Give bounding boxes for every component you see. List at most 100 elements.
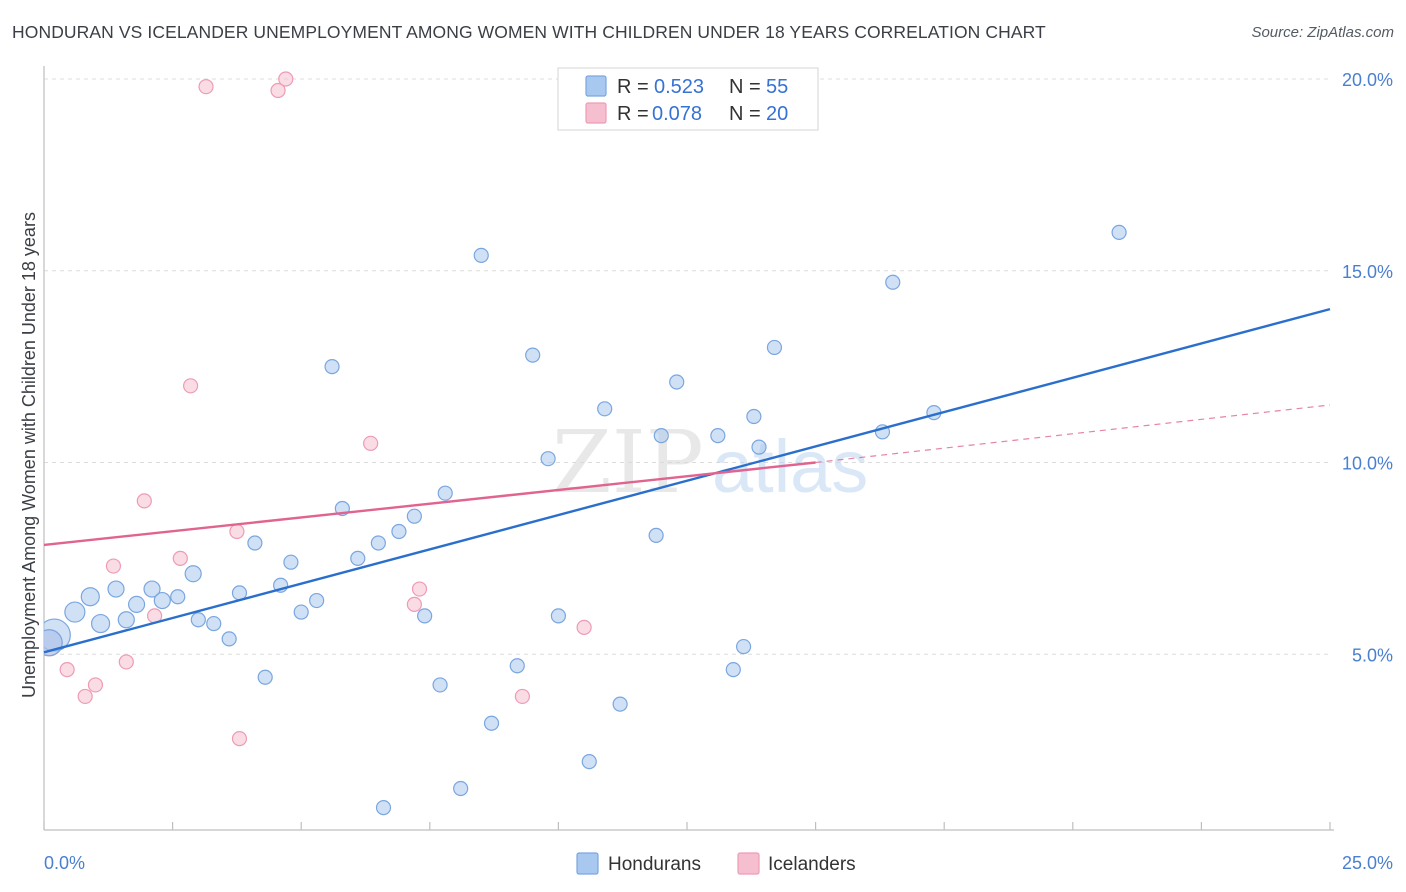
trend-line-hondurans (43, 307, 1331, 654)
data-point-icelanders (136, 493, 152, 509)
y-axis-label: Unemployment Among Women with Children U… (19, 212, 39, 698)
legend-r-label-hondurans: R = (617, 76, 649, 98)
data-point-icelanders (270, 82, 286, 99)
data-point-hondurans (540, 451, 556, 467)
data-point-hondurans (432, 677, 448, 693)
data-point-hondurans (283, 554, 299, 570)
data-point-hondurans (746, 408, 762, 425)
x-tick-label: 0.0% (44, 853, 85, 873)
data-point-icelanders (198, 79, 214, 95)
legend-swatch-hondurans-bottom (576, 852, 599, 875)
data-point-hondurans (483, 715, 500, 731)
data-point-hondurans (184, 565, 202, 583)
data-point-icelanders (87, 677, 104, 693)
data-point-hondurans (669, 374, 685, 390)
y-tick-label: 15.0% (1342, 262, 1393, 282)
trend-extension-icelanders (815, 404, 1331, 464)
data-point-hondurans (90, 613, 111, 634)
data-point-hondurans (710, 428, 726, 444)
y-tick-label: 20.0% (1342, 70, 1393, 90)
data-point-hondurans (324, 359, 340, 375)
data-point-hondurans (885, 274, 901, 290)
legend-r-value-icelanders: 0.078 (652, 103, 702, 125)
legend-label-hondurans: Hondurans (608, 854, 701, 875)
series-legend: Hondurans Icelanders (576, 852, 856, 875)
legend-r-label-icelanders: R = (617, 103, 649, 125)
data-point-hondurans (375, 800, 392, 816)
data-points (44, 71, 1127, 816)
data-point-icelanders (406, 596, 422, 612)
data-point-hondurans (80, 587, 100, 607)
y-tick-label: 10.0% (1342, 454, 1393, 474)
data-point-hondurans (1111, 224, 1127, 240)
data-point-hondurans (64, 601, 86, 623)
data-point-hondurans (525, 347, 541, 363)
data-point-hondurans (653, 428, 669, 444)
data-point-hondurans (581, 754, 597, 770)
data-point-hondurans (117, 611, 135, 629)
legend-swatch-hondurans (585, 75, 607, 97)
data-point-hondurans (509, 658, 525, 674)
data-point-hondurans (473, 247, 489, 264)
data-point-hondurans (751, 439, 767, 455)
data-point-icelanders (105, 558, 122, 574)
legend-label-icelanders: Icelanders (768, 854, 856, 875)
legend-r-value-hondurans: 0.523 (654, 76, 704, 98)
data-point-icelanders (514, 688, 530, 705)
data-point-hondurans (257, 669, 273, 685)
data-point-icelanders (59, 661, 75, 678)
y-tick-labels: 5.0% 10.0% 15.0% 20.0% (1342, 70, 1393, 665)
watermark-zip: ZIP (552, 413, 704, 513)
source-credit: Source: ZipAtlas.com (1251, 24, 1394, 41)
trend-line-icelanders (43, 461, 816, 547)
data-point-hondurans (417, 608, 433, 624)
data-point-hondurans (143, 580, 161, 598)
axes (43, 66, 1334, 831)
data-point-hondurans (370, 535, 386, 551)
data-point-icelanders (77, 688, 93, 705)
legend-swatch-icelanders (585, 102, 607, 124)
data-point-hondurans (437, 485, 453, 501)
data-point-hondurans (221, 631, 237, 647)
grid-lines (44, 78, 1330, 655)
data-point-hondurans (293, 604, 309, 620)
trend-lines (43, 307, 1331, 654)
data-point-icelanders (278, 71, 294, 87)
legend-n-label-hondurans: N = (729, 76, 761, 98)
data-point-hondurans (170, 589, 186, 605)
data-point-hondurans (350, 550, 366, 566)
legend-n-value-icelanders: 20 (766, 103, 788, 125)
data-point-hondurans (406, 508, 422, 524)
data-point-hondurans (766, 339, 783, 356)
chart-title: HONDURAN VS ICELANDER UNEMPLOYMENT AMONG… (12, 22, 1046, 42)
data-point-icelanders (576, 619, 592, 636)
data-point-hondurans (206, 615, 222, 632)
x-tick-labels: 0.0% 25.0% (44, 853, 1393, 873)
data-point-hondurans (648, 527, 664, 543)
data-point-icelanders (118, 654, 134, 670)
data-point-hondurans (612, 696, 628, 712)
data-point-hondurans (391, 523, 407, 540)
data-point-hondurans (127, 595, 146, 613)
x-tick-label: 25.0% (1342, 853, 1393, 873)
data-point-icelanders (363, 435, 379, 451)
data-point-hondurans (153, 591, 171, 610)
data-point-icelanders (172, 550, 188, 566)
data-point-icelanders (229, 523, 245, 540)
data-point-hondurans (550, 608, 567, 624)
data-point-hondurans (247, 535, 263, 551)
correlation-legend: R = 0.523 N = 55 R = 0.078 N = 20 (557, 67, 819, 131)
legend-n-label-icelanders: N = (729, 103, 761, 125)
data-point-hondurans (735, 638, 752, 655)
data-point-hondurans (309, 592, 325, 609)
data-point-hondurans (190, 612, 206, 628)
data-point-icelanders (411, 581, 428, 597)
data-point-hondurans (597, 401, 613, 417)
legend-swatch-icelanders-bottom (737, 852, 760, 875)
y-tick-label: 5.0% (1352, 645, 1393, 665)
legend-n-value-hondurans: 55 (766, 76, 788, 98)
data-point-hondurans (107, 580, 125, 598)
data-point-hondurans (725, 661, 741, 678)
data-point-hondurans (453, 780, 469, 797)
